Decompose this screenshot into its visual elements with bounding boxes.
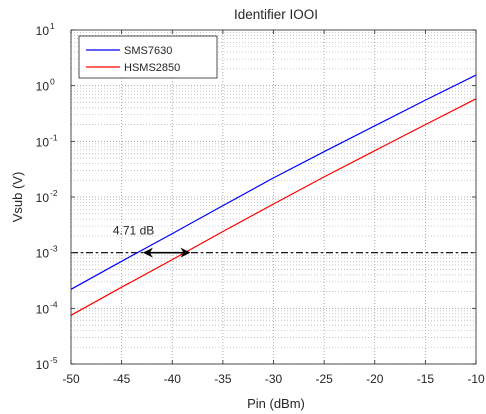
legend-label-1: SMS7630 bbox=[124, 45, 172, 57]
y-axis-label: Vsub (V) bbox=[10, 172, 25, 223]
x-tick-label: -20 bbox=[366, 372, 384, 386]
series-line-2 bbox=[70, 98, 477, 316]
x-tick-label: -10 bbox=[467, 372, 485, 386]
y-tick-label: 10 bbox=[36, 135, 50, 149]
x-tick-label: -35 bbox=[214, 372, 232, 386]
legend: SMS7630 HSMS2850 bbox=[78, 35, 218, 79]
legend-box bbox=[78, 35, 218, 79]
x-tick-label: -45 bbox=[113, 372, 131, 386]
y-tick-label: 10 bbox=[36, 358, 50, 372]
chart-title: Identifier IOOI bbox=[234, 7, 318, 22]
y-tick-label: 10 bbox=[36, 302, 50, 316]
x-tick-label: -25 bbox=[315, 372, 333, 386]
y-tick-exponent: -5 bbox=[50, 355, 58, 365]
y-tick-label: 10 bbox=[36, 247, 50, 261]
x-tick-label: -50 bbox=[62, 372, 80, 386]
x-axis-label: Pin (dBm) bbox=[247, 396, 305, 411]
x-tick-label: -15 bbox=[417, 372, 435, 386]
y-tick-exponent: -1 bbox=[50, 132, 58, 142]
annotation-arrowhead-right bbox=[180, 247, 191, 258]
annotation-label: 4.71 dB bbox=[113, 224, 154, 238]
series-line-1 bbox=[70, 74, 477, 290]
y-tick-exponent: -3 bbox=[50, 244, 58, 254]
y-tick-exponent: -4 bbox=[50, 299, 58, 309]
y-tick-exponent: 1 bbox=[50, 21, 55, 31]
legend-label-2: HSMS2850 bbox=[124, 62, 180, 74]
y-tick-label: 10 bbox=[36, 80, 50, 94]
y-tick-label: 10 bbox=[36, 191, 50, 205]
x-tick-label: -40 bbox=[164, 372, 182, 386]
y-tick-exponent: -2 bbox=[50, 188, 58, 198]
y-tick-exponent: 0 bbox=[50, 77, 55, 87]
y-tick-label: 10 bbox=[36, 24, 50, 38]
x-tick-label: -30 bbox=[265, 372, 283, 386]
annotation-arrowhead-left bbox=[142, 247, 153, 258]
